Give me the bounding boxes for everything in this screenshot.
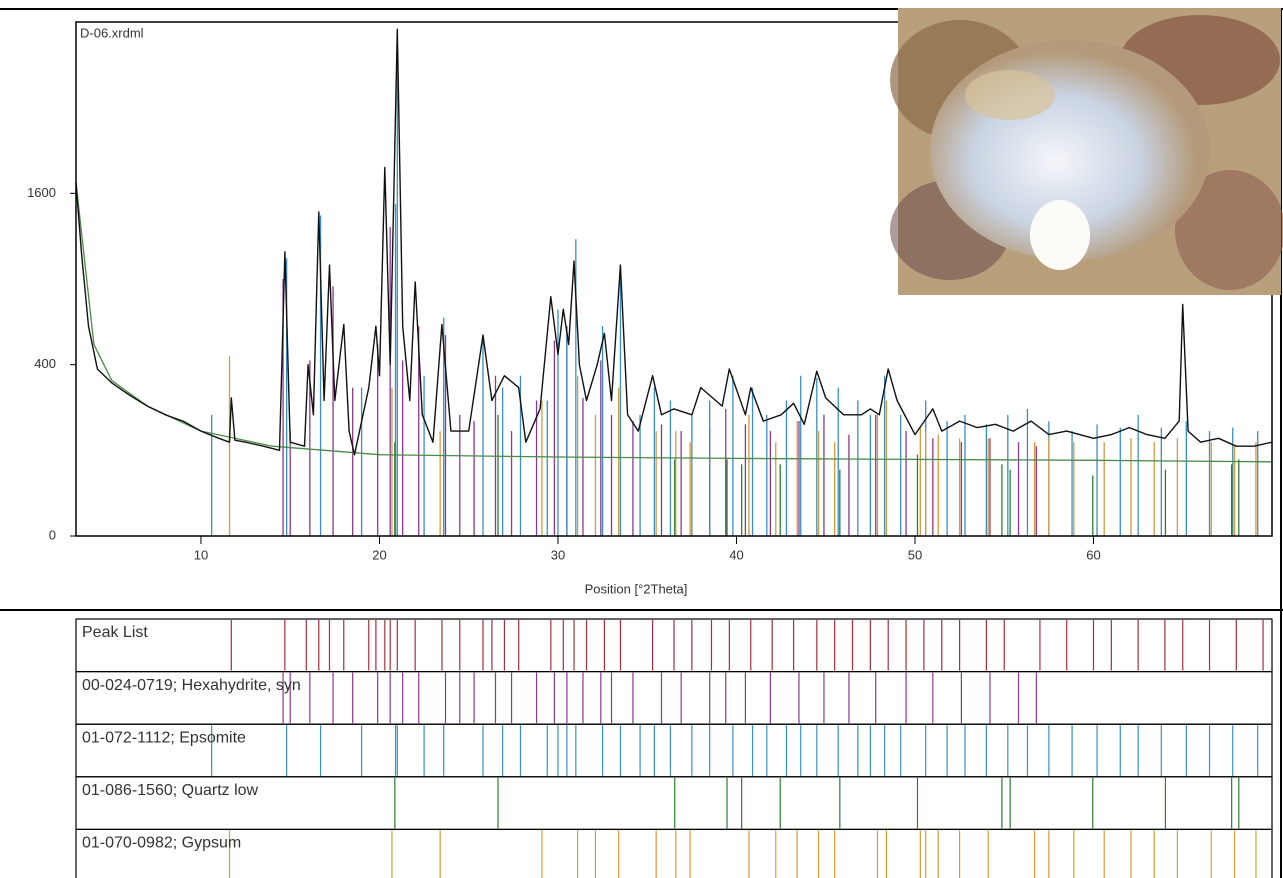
photo-salt — [1030, 200, 1090, 270]
page: 0 400 1600 10 20 30 40 50 60 D-06.xrdml Position… — [0, 0, 1283, 878]
x-tick-label: 40 — [729, 547, 743, 562]
panel-label: 01-070-0982; Gypsum — [82, 835, 241, 852]
y-tick-label: 1600 — [27, 185, 56, 200]
x-axis-label: Position [°2Theta] — [585, 581, 688, 596]
sample-photo — [890, 8, 1283, 295]
y-tick-label: 400 — [34, 356, 56, 371]
panel-label: 01-086-1560; Quartz low — [82, 782, 259, 799]
chart-title: D-06.xrdml — [80, 25, 144, 40]
x-tick-label: 10 — [194, 547, 208, 562]
x-tick-label: 20 — [372, 547, 386, 562]
panel-label: 00-024-0719; Hexahydrite, syn — [82, 677, 301, 694]
x-tick-label: 50 — [908, 547, 922, 562]
panel-label: Peak List — [82, 624, 148, 641]
x-tick-label: 30 — [551, 547, 565, 562]
chart: 0 400 1600 10 20 30 40 50 60 D-06.xrdml Position… — [0, 0, 1283, 878]
photo-patch — [965, 70, 1055, 120]
panel-label: 01-072-1112; Epsomite — [82, 729, 246, 746]
y-tick-label: 0 — [49, 527, 56, 542]
x-tick-label: 60 — [1086, 547, 1100, 562]
